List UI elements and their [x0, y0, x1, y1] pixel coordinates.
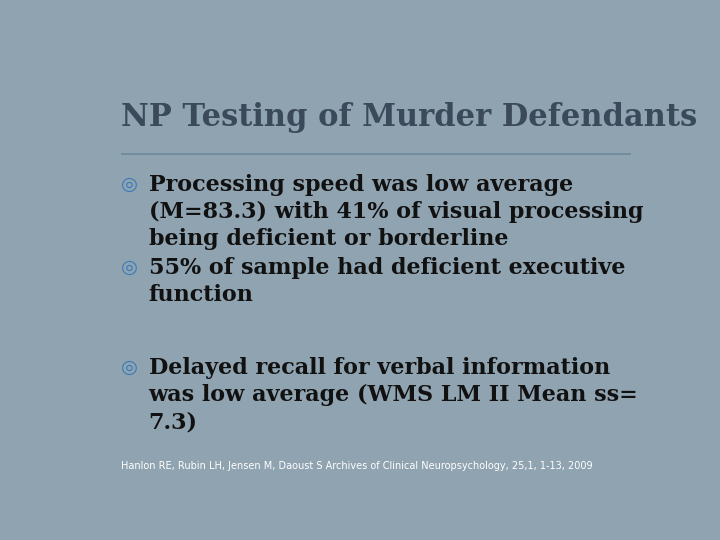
Text: ◎: ◎: [121, 358, 138, 377]
Text: ◎: ◎: [121, 175, 138, 194]
Text: NP Testing of Murder Defendants: NP Testing of Murder Defendants: [121, 102, 697, 133]
Text: ◎: ◎: [121, 258, 138, 277]
Text: Delayed recall for verbal information
was low average (WMS LM II Mean ss=
7.3): Delayed recall for verbal information wa…: [148, 357, 639, 433]
Text: 55% of sample had deficient executive
function: 55% of sample had deficient executive fu…: [148, 257, 625, 306]
FancyBboxPatch shape: [99, 71, 639, 474]
Text: Hanlon RE, Rubin LH, Jensen M, Daoust S Archives of Clinical Neuropsychology, 25: Hanlon RE, Rubin LH, Jensen M, Daoust S …: [121, 462, 593, 471]
Text: Processing speed was low average
(M=83.3) with 41% of visual processing
being de: Processing speed was low average (M=83.3…: [148, 174, 643, 250]
